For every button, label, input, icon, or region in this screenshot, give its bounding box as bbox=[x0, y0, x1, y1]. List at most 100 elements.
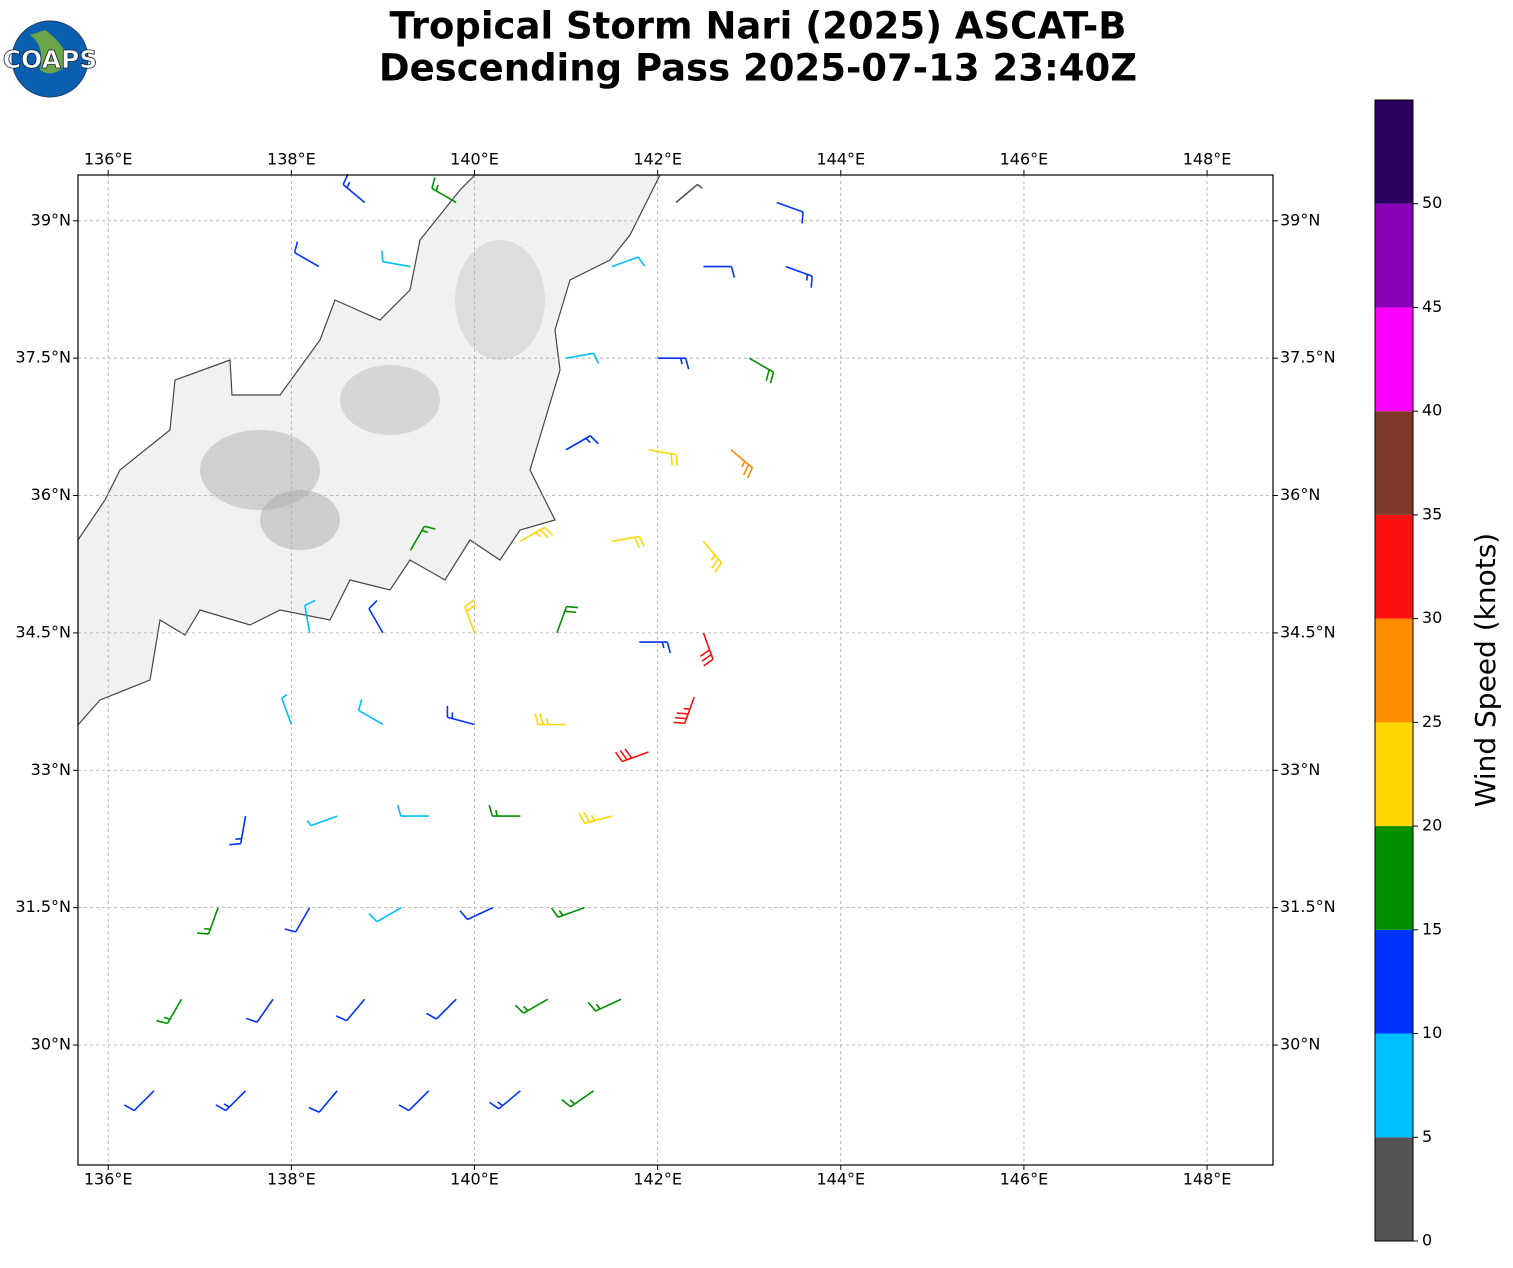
x-tick-label: 138°E bbox=[267, 150, 316, 169]
wind-barb bbox=[342, 173, 366, 204]
grid bbox=[78, 175, 1273, 1165]
x-tick-label: 146°E bbox=[1000, 1170, 1049, 1189]
x-tick-label: 148°E bbox=[1183, 150, 1232, 169]
y-tick-label: 33°N bbox=[1280, 760, 1320, 779]
wind-barb bbox=[673, 696, 696, 725]
y-tick-label: 31.5°N bbox=[15, 897, 71, 916]
wind-barb bbox=[657, 357, 690, 370]
colorbar-bin bbox=[1375, 929, 1413, 1034]
wind-barb bbox=[368, 906, 402, 923]
wind-barb bbox=[459, 906, 494, 921]
colorbar-frame bbox=[1374, 99, 1414, 1242]
wind-barb bbox=[561, 1090, 595, 1108]
colorbar-tick-label: 15 bbox=[1422, 919, 1442, 938]
wind-barb bbox=[702, 540, 723, 573]
wind-barb bbox=[156, 998, 183, 1025]
wind-barb bbox=[748, 357, 775, 384]
colorbar-tick-label: 35 bbox=[1422, 504, 1442, 523]
wind-barb bbox=[488, 804, 521, 817]
x-tick-label: 136°E bbox=[84, 1170, 133, 1189]
wind-barb bbox=[396, 804, 429, 817]
wind-barb bbox=[357, 699, 384, 726]
y-tick-label: 36°N bbox=[31, 485, 71, 504]
colorbar-tick-label: 30 bbox=[1422, 608, 1442, 627]
y-tick-label: 37.5°N bbox=[1280, 348, 1336, 367]
x-tick-label: 146°E bbox=[1000, 150, 1049, 169]
wind-barb bbox=[229, 815, 247, 846]
x-tick-label: 142°E bbox=[633, 150, 682, 169]
logo: COAPS bbox=[2, 20, 98, 98]
land bbox=[78, 175, 661, 726]
wind-barb bbox=[639, 641, 672, 654]
colorbar: 0 5 10 15 20 25 30 35 40 45 50 bbox=[1374, 99, 1442, 1250]
colorbar-tick-label: 40 bbox=[1422, 401, 1442, 420]
colorbar-bin bbox=[1375, 514, 1413, 619]
wind-barb bbox=[197, 907, 219, 935]
colorbar-bin bbox=[1375, 826, 1413, 930]
title-line: Descending Pass 2025-07-13 23:40Z bbox=[379, 47, 1137, 90]
wind-barb bbox=[550, 906, 585, 918]
y-tick-label: 36°N bbox=[1280, 485, 1320, 504]
wind-barb bbox=[368, 599, 384, 634]
colorbar-bin bbox=[1375, 1137, 1413, 1241]
wind-barb bbox=[614, 748, 649, 763]
colorbar-bin bbox=[1375, 100, 1413, 204]
colorbar-tick-label: 0 bbox=[1422, 1231, 1432, 1250]
y-tick-label: 33°N bbox=[31, 760, 71, 779]
wind-barb bbox=[611, 256, 646, 268]
wind-barb bbox=[703, 265, 736, 278]
wind-barb bbox=[398, 1090, 430, 1112]
title-line: Tropical Storm Nari (2025) ASCAT-B bbox=[390, 5, 1127, 48]
y-tick-label: 30°N bbox=[31, 1035, 71, 1054]
colorbar-tick-label: 10 bbox=[1422, 1023, 1442, 1042]
wind-barb bbox=[699, 632, 714, 667]
wind-barb bbox=[648, 448, 678, 467]
y-tick-label: 31.5°N bbox=[1280, 897, 1336, 916]
wind-barb bbox=[730, 449, 754, 479]
wind-barb bbox=[306, 815, 338, 827]
colorbar-tick-label: 5 bbox=[1422, 1127, 1432, 1146]
wind-barb bbox=[304, 599, 316, 634]
wind-barb bbox=[431, 177, 457, 204]
wind-barb bbox=[426, 998, 457, 1020]
colorbar-bin bbox=[1375, 618, 1413, 723]
x-tick-label: 142°E bbox=[633, 1170, 682, 1189]
wind-barb bbox=[556, 605, 578, 634]
wind-barb bbox=[308, 1090, 338, 1113]
wind-barb bbox=[565, 435, 599, 451]
wind-barb bbox=[284, 907, 311, 933]
wind-barb bbox=[785, 265, 813, 288]
y-tick-label: 37.5°N bbox=[15, 348, 71, 367]
colorbar-tick-label: 20 bbox=[1422, 816, 1442, 835]
wind-barb bbox=[123, 1090, 155, 1112]
colorbar-bin bbox=[1375, 722, 1413, 827]
wind-barb bbox=[380, 250, 411, 268]
wind-barbs bbox=[123, 173, 813, 1113]
wind-barb bbox=[534, 713, 567, 726]
y-tick-label: 34.5°N bbox=[15, 622, 71, 641]
wind-barb bbox=[489, 1090, 521, 1110]
wind-barb bbox=[293, 241, 320, 268]
x-tick-label: 140°E bbox=[450, 150, 499, 169]
x-tick-label: 136°E bbox=[84, 150, 133, 169]
wind-barb bbox=[519, 526, 554, 543]
colorbar-bin bbox=[1375, 1033, 1413, 1138]
y-tick-label: 34.5°N bbox=[1280, 622, 1336, 641]
wind-barb bbox=[409, 525, 436, 551]
colorbar-tick-label: 25 bbox=[1422, 712, 1442, 731]
wind-barb bbox=[611, 535, 646, 548]
wind-barb bbox=[514, 998, 549, 1014]
wind-barb bbox=[245, 998, 274, 1023]
x-tick-label: 148°E bbox=[1183, 1170, 1232, 1189]
x-tick-label: 144°E bbox=[816, 1170, 865, 1189]
colorbar-bin bbox=[1375, 307, 1413, 412]
colorbar-bin bbox=[1375, 411, 1413, 515]
x-tick-label: 144°E bbox=[816, 150, 865, 169]
wind-barb bbox=[464, 599, 477, 634]
colorbar-bin bbox=[1375, 203, 1413, 308]
x-tick-label: 140°E bbox=[450, 1170, 499, 1189]
y-tick-label: 39°N bbox=[31, 210, 71, 229]
colorbar-tick-label: 50 bbox=[1422, 193, 1442, 212]
colorbar-label: Wind Speed (knots) bbox=[1469, 533, 1502, 807]
